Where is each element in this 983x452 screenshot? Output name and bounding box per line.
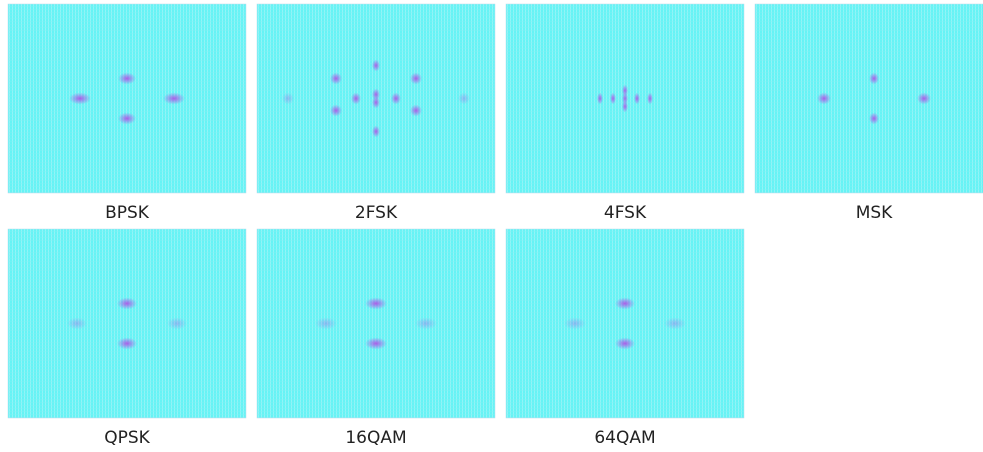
panel-label: BPSK <box>105 203 150 223</box>
symbol-cluster <box>410 73 422 85</box>
symbol-cluster <box>117 298 137 310</box>
symbol-cluster <box>163 93 185 105</box>
symbol-cluster <box>647 93 653 105</box>
constellation-image <box>8 229 246 418</box>
symbol-cluster <box>634 93 640 105</box>
constellation-image <box>257 229 495 418</box>
symbol-cluster <box>372 97 380 109</box>
page: BPSK2FSK4FSKMSKQPSK16QAM64QAM (() => { c… <box>0 0 983 452</box>
symbol-cluster <box>365 338 387 350</box>
symbol-cluster <box>817 93 831 105</box>
panel-label: QPSK <box>104 428 150 448</box>
symbol-cluster <box>391 93 401 105</box>
symbol-cluster <box>67 318 87 330</box>
symbol-cluster <box>597 93 603 105</box>
panel-label: MSK <box>856 203 893 223</box>
constellation-image <box>8 4 246 193</box>
constellation-image <box>755 4 983 193</box>
symbol-cluster <box>372 60 380 72</box>
symbol-cluster <box>615 298 635 310</box>
symbol-cluster <box>282 93 294 105</box>
symbol-cluster <box>869 113 879 125</box>
symbol-cluster <box>564 318 586 330</box>
symbol-cluster <box>117 338 137 350</box>
symbol-cluster <box>372 126 380 138</box>
panel-label: 4FSK <box>604 203 647 223</box>
symbol-cluster <box>69 93 91 105</box>
symbol-cluster <box>664 318 686 330</box>
symbol-cluster <box>167 318 187 330</box>
symbol-cluster <box>410 105 422 117</box>
symbol-cluster <box>610 93 616 105</box>
symbol-cluster <box>118 113 136 125</box>
symbol-cluster <box>330 73 342 85</box>
symbol-cluster <box>615 338 635 350</box>
figure: BPSK 2FSK 4FSK MSK QPSK 16QAM 64QAM <box>0 0 983 452</box>
symbol-cluster <box>458 93 470 105</box>
constellation-image <box>506 229 744 418</box>
panel-label: 64QAM <box>594 428 655 448</box>
symbol-cluster <box>118 73 136 85</box>
symbol-cluster <box>315 318 337 330</box>
symbol-cluster <box>415 318 437 330</box>
symbol-cluster <box>351 93 361 105</box>
symbol-cluster <box>365 298 387 310</box>
panel-label: 2FSK <box>355 203 398 223</box>
symbol-cluster <box>622 93 628 105</box>
symbol-cluster <box>330 105 342 117</box>
symbol-cluster <box>917 93 931 105</box>
panel-label: 16QAM <box>345 428 406 448</box>
symbol-cluster <box>869 73 879 85</box>
